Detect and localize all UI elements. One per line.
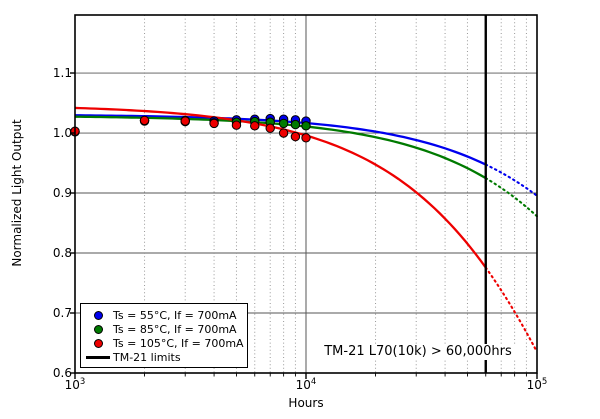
blue-dot-marker-icon bbox=[93, 310, 103, 320]
x-tick-base: 10 bbox=[295, 378, 311, 392]
data-point-2 bbox=[231, 120, 242, 130]
data-point-2 bbox=[250, 121, 260, 131]
fit-curve-solid-2 bbox=[74, 106, 487, 269]
legend-item-label: Ts = 85°C, If = 700mA bbox=[113, 322, 237, 336]
x-tick-exp: 4 bbox=[310, 377, 317, 387]
x-tick-exp: 3 bbox=[79, 377, 86, 387]
y-tick-label: 1.1 bbox=[52, 66, 72, 80]
data-point-2 bbox=[278, 128, 289, 138]
y-tick-label: 0.6 bbox=[52, 366, 72, 380]
green-dot-marker-icon bbox=[93, 324, 103, 334]
data-point-2 bbox=[180, 116, 190, 126]
x-tick-label: 103 bbox=[59, 377, 91, 395]
legend-swatch bbox=[83, 355, 113, 359]
x-tick-label: 105 bbox=[521, 377, 553, 395]
data-point-2 bbox=[290, 131, 301, 142]
legend-swatch bbox=[83, 324, 113, 334]
black-line-marker-icon bbox=[86, 355, 110, 359]
data-point-2 bbox=[301, 133, 311, 143]
fit-curve-dotted-0 bbox=[484, 163, 539, 197]
data-point-1 bbox=[278, 118, 289, 129]
legend-item-85c: Ts = 85°C, If = 700mA bbox=[83, 322, 243, 336]
legend: Ts = 55°C, If = 700mA Ts = 85°C, If = 70… bbox=[80, 303, 248, 368]
x-tick-label: 104 bbox=[290, 377, 322, 395]
legend-item-105c: Ts = 105°C, If = 700mA bbox=[83, 336, 244, 350]
legend-item-label: Ts = 105°C, If = 700mA bbox=[113, 336, 244, 350]
red-dot-marker-icon bbox=[93, 338, 103, 348]
legend-swatch bbox=[83, 338, 113, 348]
data-point-2 bbox=[265, 123, 275, 133]
data-point-1 bbox=[301, 121, 311, 131]
fit-curve-dotted-2 bbox=[484, 266, 539, 354]
y-tick-label: 0.9 bbox=[52, 186, 72, 200]
legend-item-label: Ts = 55°C, If = 700mA bbox=[113, 308, 237, 322]
legend-swatch bbox=[83, 310, 113, 320]
x-tick-base: 10 bbox=[64, 378, 80, 392]
data-point-2 bbox=[209, 118, 219, 129]
legend-item-label: TM-21 limits bbox=[113, 350, 181, 364]
x-axis-label: Hours bbox=[288, 396, 324, 410]
x-tick-base: 10 bbox=[526, 378, 542, 392]
data-point-2 bbox=[139, 115, 150, 126]
legend-item-tm21-limits: TM-21 limits bbox=[83, 350, 243, 364]
x-tick-exp: 5 bbox=[541, 377, 548, 387]
y-tick-label: 1.0 bbox=[52, 126, 72, 140]
tm21-annotation: TM-21 L70(10k) > 60,000hrs bbox=[319, 344, 517, 360]
y-tick-label: 0.7 bbox=[52, 306, 72, 320]
data-point-1 bbox=[290, 119, 301, 130]
legend-item-55c: Ts = 55°C, If = 700mA bbox=[83, 308, 243, 322]
y-tick-label: 0.8 bbox=[52, 246, 72, 260]
y-axis-label: Normalized Light Output bbox=[10, 119, 24, 267]
fit-curve-dotted-1 bbox=[484, 177, 539, 218]
